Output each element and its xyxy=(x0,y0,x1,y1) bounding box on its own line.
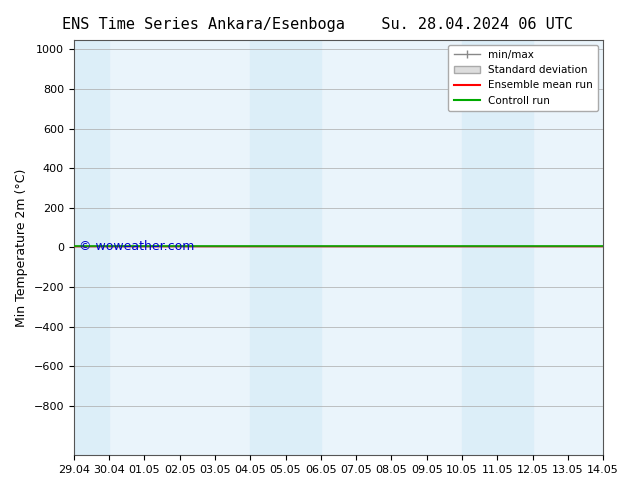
Y-axis label: Min Temperature 2m (°C): Min Temperature 2m (°C) xyxy=(15,168,28,326)
Text: ENS Time Series Ankara/Esenboga    Su. 28.04.2024 06 UTC: ENS Time Series Ankara/Esenboga Su. 28.0… xyxy=(61,17,573,32)
Bar xyxy=(250,40,321,455)
Bar xyxy=(462,40,533,455)
Text: © woweather.com: © woweather.com xyxy=(79,240,195,253)
Legend: min/max, Standard deviation, Ensemble mean run, Controll run: min/max, Standard deviation, Ensemble me… xyxy=(448,45,598,111)
Bar xyxy=(74,40,109,455)
